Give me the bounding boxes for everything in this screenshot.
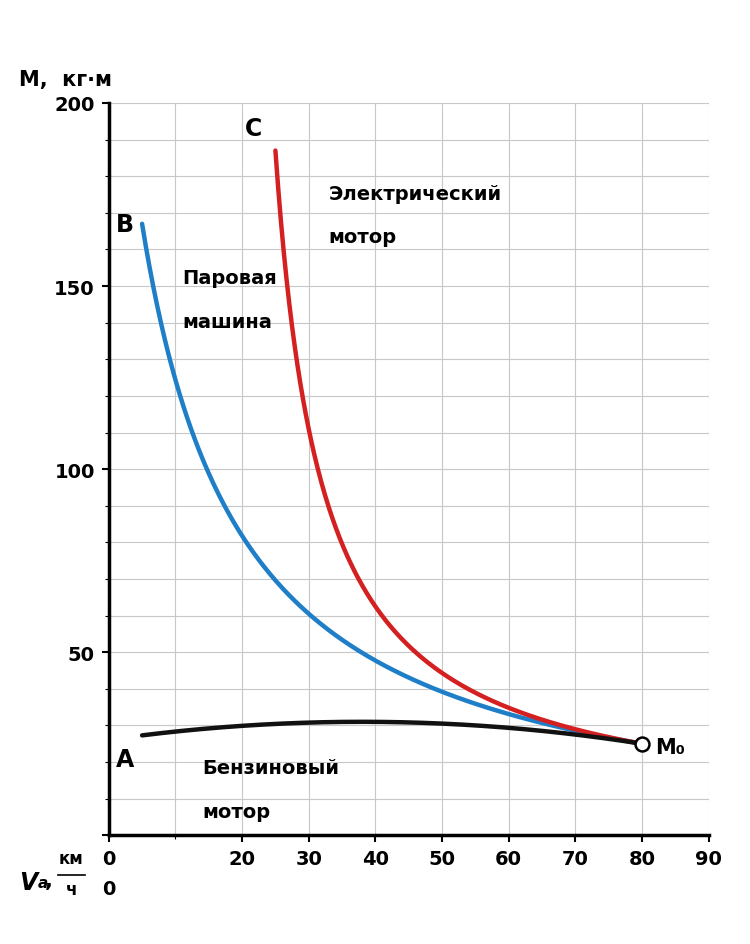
Text: 0: 0 [102,880,116,899]
Text: ,: , [45,870,53,890]
Text: A: A [116,748,134,771]
Text: Паровая: Паровая [182,268,277,287]
Text: машина: машина [182,312,272,331]
Text: M₀: M₀ [656,737,686,758]
Text: Электрический: Электрический [328,184,502,203]
Text: C: C [244,116,262,141]
Text: км: км [58,850,84,868]
Text: М,  кг·м: М, кг·м [19,70,112,90]
Text: Бензиновый: Бензиновый [202,759,339,778]
Text: a: a [38,875,48,890]
Text: B: B [116,212,134,237]
Text: мотор: мотор [202,802,270,821]
Text: мотор: мотор [328,228,397,247]
Text: ч: ч [65,880,77,898]
Text: V: V [19,870,37,894]
